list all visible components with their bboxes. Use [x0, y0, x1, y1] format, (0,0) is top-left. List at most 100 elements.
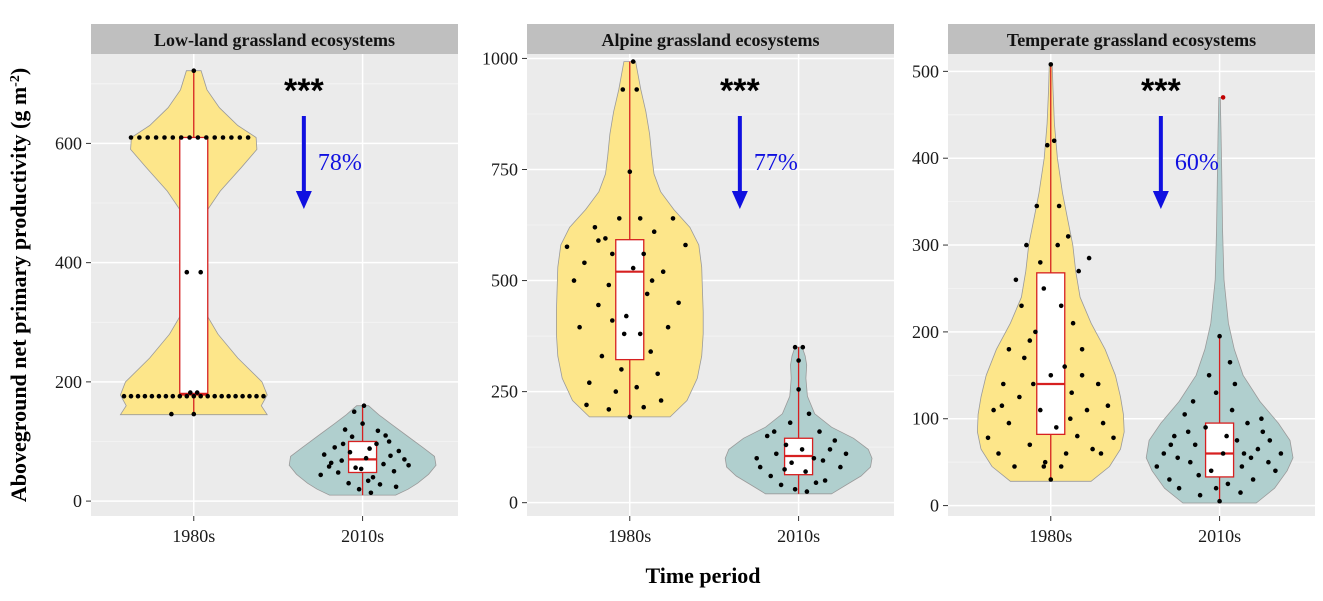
data-point	[1095, 381, 1101, 387]
y-tick-label: 250	[491, 382, 518, 402]
data-point	[1203, 425, 1208, 430]
significance-label: ***	[1141, 72, 1181, 110]
data-point	[1168, 442, 1174, 448]
data-point	[599, 353, 605, 359]
data-point	[670, 216, 676, 221]
data-point	[391, 469, 397, 474]
data-point	[229, 135, 234, 140]
data-point	[1062, 364, 1067, 369]
data-point	[198, 269, 203, 275]
data-point	[187, 135, 192, 140]
data-point	[1006, 420, 1012, 426]
data-point	[1090, 446, 1095, 452]
data-point	[1063, 451, 1069, 456]
data-point	[630, 265, 636, 271]
y-tick-label: 200	[912, 322, 939, 342]
data-point	[1034, 203, 1040, 209]
data-point	[1213, 390, 1219, 396]
data-point	[617, 216, 622, 221]
data-point	[383, 433, 388, 438]
data-point	[564, 244, 570, 250]
data-point	[375, 428, 381, 434]
data-point	[1208, 468, 1214, 474]
data-point	[637, 216, 643, 221]
data-point	[665, 324, 671, 330]
data-point	[634, 87, 639, 92]
data-point	[170, 135, 176, 140]
data-point	[606, 282, 612, 288]
data-point	[1079, 347, 1085, 352]
data-point	[342, 427, 348, 432]
data-point	[817, 429, 822, 434]
data-point	[247, 393, 252, 399]
data-point	[261, 393, 266, 399]
data-point	[1048, 62, 1054, 67]
data-point	[335, 470, 341, 475]
panel-title: Temperate grassland ecosystems	[1007, 30, 1256, 50]
data-point	[153, 135, 159, 140]
data-point	[624, 313, 629, 319]
y-tick-label: 0	[930, 496, 939, 516]
data-point	[377, 482, 383, 487]
data-point	[768, 473, 773, 479]
data-point	[365, 478, 371, 484]
reduction-label: 77%	[754, 150, 798, 176]
data-point	[627, 169, 633, 174]
data-point	[360, 421, 365, 426]
data-point	[358, 466, 364, 472]
y-tick-label: 1000	[482, 48, 518, 68]
data-point	[1051, 138, 1057, 144]
data-point	[1260, 429, 1266, 435]
y-tick-label: 0	[73, 491, 82, 511]
data-point	[128, 135, 134, 140]
data-point	[1278, 451, 1284, 456]
data-point	[1105, 403, 1111, 409]
data-point	[145, 135, 150, 140]
data-point	[1182, 412, 1187, 417]
data-point	[188, 390, 193, 395]
box-1980s	[1036, 272, 1066, 436]
data-point	[832, 438, 838, 443]
data-point	[787, 420, 793, 426]
data-point	[571, 278, 577, 283]
data-point	[340, 441, 346, 447]
data-point	[637, 331, 643, 337]
data-point	[606, 407, 612, 412]
data-point	[649, 278, 655, 283]
data-point	[1024, 242, 1029, 248]
data-point	[1238, 490, 1243, 495]
data-point	[1197, 492, 1203, 498]
panel-3: Temperate grassland ecosystems 0 100 200 300…	[912, 24, 1315, 546]
data-point	[577, 324, 582, 330]
data-point	[1019, 303, 1024, 309]
data-point	[1075, 433, 1080, 439]
data-point	[610, 318, 615, 323]
data-point	[1206, 373, 1212, 378]
data-point	[381, 461, 386, 467]
data-point	[1098, 451, 1104, 456]
data-point	[843, 451, 849, 457]
box-1980s	[615, 239, 645, 361]
data-point	[1185, 429, 1191, 435]
data-point	[1196, 472, 1201, 478]
data-point	[1033, 329, 1038, 335]
data-point	[1070, 320, 1076, 326]
panel-2: Alpine grassland ecosystems 0 250 500 750 100…	[482, 24, 894, 546]
data-point	[1048, 373, 1054, 378]
data-point	[220, 135, 226, 140]
box-2010s	[1204, 422, 1235, 478]
x-tick-label: 1980s	[1029, 526, 1072, 546]
data-point	[584, 402, 589, 408]
data-point	[792, 344, 798, 350]
panel-strip	[948, 24, 1315, 54]
data-point	[644, 291, 650, 297]
data-point	[212, 393, 217, 399]
data-point	[778, 482, 784, 488]
data-point	[374, 441, 379, 447]
data-point	[641, 251, 646, 257]
data-point	[1055, 242, 1060, 248]
data-point	[1041, 464, 1047, 469]
data-point	[1232, 381, 1238, 387]
data-point	[195, 135, 201, 140]
y-tick-label: 300	[912, 235, 939, 255]
